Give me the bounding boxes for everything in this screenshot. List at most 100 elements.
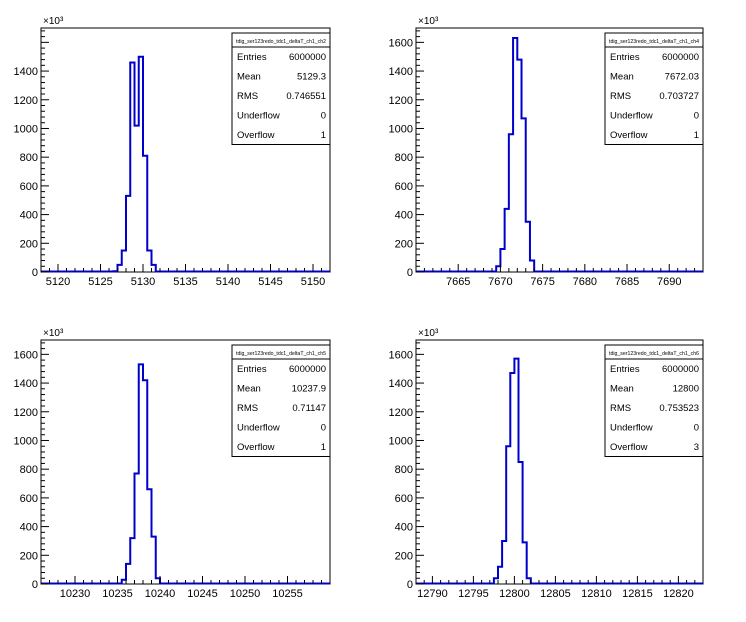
y-tick-label: 800 [395, 464, 413, 476]
histogram-bin [143, 380, 147, 584]
stats-value: 7672.03 [665, 72, 699, 83]
histogram-panel-1: 5120 5125 5130 5135 5140 5145 5150 0 200 400 600 80… [14, 16, 331, 288]
stats-label: RMS [610, 91, 631, 102]
y-tick-label: 1200 [14, 407, 38, 419]
y-tick-label: 400 [20, 522, 38, 534]
histogram-bin [514, 359, 518, 584]
y-tick-label: 1000 [389, 123, 413, 135]
x-tick-label: 12800 [499, 588, 530, 600]
y-tick-label: 1600 [389, 37, 413, 49]
x-tick-label: 10255 [272, 588, 303, 600]
x-tick-label: 5130 [131, 276, 155, 288]
y-tick-label: 1400 [14, 378, 38, 390]
y-tick-label: 600 [20, 181, 38, 193]
stats-label: Overflow [610, 130, 648, 141]
stats-value: 0.753523 [659, 403, 699, 414]
stats-label: Underflow [610, 423, 653, 434]
stats-label: Mean [237, 72, 261, 83]
stats-label: Mean [237, 384, 261, 395]
y-tick-label: 200 [20, 238, 38, 250]
stats-value: 3 [694, 442, 699, 453]
histogram-bin [143, 156, 147, 272]
stats-value: 6000000 [662, 52, 699, 63]
x-tick-label: 12805 [540, 588, 571, 600]
x-tick-label: 10230 [60, 588, 91, 600]
stats-value: 0.703727 [659, 91, 699, 102]
y-tick-label: 400 [395, 522, 413, 534]
y-tick-label: 600 [395, 493, 413, 505]
histogram-bin [502, 541, 506, 584]
y-tick-label: 1000 [14, 435, 38, 447]
y-tick-label: 1200 [14, 95, 38, 107]
histogram-bin [139, 364, 143, 584]
histogram-line [416, 37, 703, 273]
stats-title: tdig_ser123redo_tdc1_deltaT_ch1_ch2 [236, 39, 326, 45]
y-tick-label: 800 [20, 464, 38, 476]
histogram-bin [506, 446, 510, 584]
stats-value: 6000000 [289, 364, 326, 375]
y-tick-label: 600 [20, 493, 38, 505]
histogram-bin [147, 250, 151, 272]
x-tick-label: 5150 [301, 276, 325, 288]
histogram-bin [530, 261, 534, 272]
histogram-bin [152, 537, 156, 584]
histogram-line [41, 55, 330, 273]
stats-value: 1 [321, 442, 326, 453]
histogram-bin [496, 266, 500, 272]
histogram-bin [494, 578, 498, 584]
y-tick-label: 0 [32, 579, 38, 591]
stats-label: Entries [237, 364, 267, 375]
stats-box: tdig_ser123redo_tdc1_deltaT_ch1_ch5 Entri… [231, 344, 331, 457]
stats-box-frame [604, 344, 704, 457]
histogram-panel-3: 10230 10235 10240 10245 10250 10255 0 200 400 600… [14, 328, 331, 600]
stats-box: tdig_ser123redo_tdc1_deltaT_ch1_ch2 Entri… [231, 32, 331, 145]
stats-label: Entries [610, 52, 640, 63]
histogram-bin [526, 222, 530, 272]
stats-label: Mean [610, 72, 634, 83]
histogram-bin [130, 62, 134, 272]
x-tick-label: 7690 [657, 276, 681, 288]
x-tick-label: 7665 [446, 276, 470, 288]
stats-label: Overflow [237, 130, 275, 141]
histogram-bin [522, 118, 526, 272]
y-tick-label: 1000 [14, 123, 38, 135]
x-tick-label: 5145 [258, 276, 282, 288]
stats-box-frame [231, 32, 331, 145]
histogram-bin [513, 38, 517, 272]
y-tick-label: 1000 [389, 435, 413, 447]
histogram-bin [118, 265, 122, 272]
x-tick-label: 10240 [145, 588, 176, 600]
x-tick-label: 12815 [622, 588, 653, 600]
x-tick-label: 7685 [615, 276, 639, 288]
stats-title: tdig_ser123redo_tdc1_deltaT_ch1_ch5 [236, 351, 326, 357]
y-tick-label: 800 [395, 152, 413, 164]
stats-label: Underflow [610, 111, 653, 122]
stats-label: Overflow [237, 442, 275, 453]
x-tick-label: 7675 [530, 276, 554, 288]
y-tick-label: 1400 [14, 66, 38, 78]
stats-box-frame [231, 344, 331, 457]
histogram-bin [130, 538, 134, 584]
y-exponent-label: ×10³ [418, 16, 439, 27]
histogram-line [41, 363, 330, 585]
stats-label: RMS [610, 403, 631, 414]
y-tick-label: 0 [407, 267, 413, 279]
stats-label: Overflow [610, 442, 648, 453]
histogram-panel-4: 12790 12795 12800 12805 12810 12815 12820 0 200 4… [389, 328, 704, 600]
y-tick-label: 400 [395, 210, 413, 222]
histogram-bin [126, 196, 130, 272]
y-tick-label: 600 [395, 181, 413, 193]
histogram-bin [523, 542, 527, 584]
y-tick-label: 1400 [389, 378, 413, 390]
histogram-bin [126, 564, 130, 584]
stats-value: 1 [321, 130, 326, 141]
histogram-bin [517, 60, 521, 272]
x-tick-label: 5125 [88, 276, 112, 288]
stats-box-frame [604, 32, 704, 145]
y-tick-label: 800 [20, 152, 38, 164]
histogram-bin [113, 271, 117, 272]
histogram-line [416, 357, 703, 585]
histogram-bin [135, 473, 139, 584]
histogram-panel-2: 7665 7670 7675 7680 7685 76900200400600800100… [389, 16, 704, 288]
